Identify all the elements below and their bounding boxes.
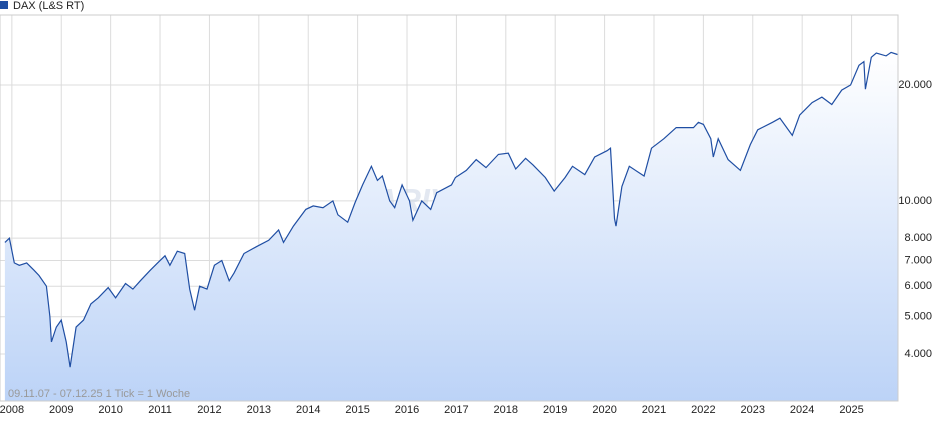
x-tick-label: 2020	[592, 404, 616, 416]
x-tick-label: 2010	[98, 404, 122, 416]
y-tick-label: 8.000	[904, 232, 932, 244]
x-tick-label: 2012	[197, 404, 221, 416]
x-tick-label: 2021	[642, 404, 666, 416]
y-tick-label: 10.000	[898, 195, 932, 207]
marks	[4, 51, 898, 402]
x-tick-label: 2019	[543, 404, 567, 416]
footnote: 09.11.07 - 07.12.25 1 Tick = 1 Woche	[8, 388, 190, 400]
x-tick-label: 2025	[839, 404, 863, 416]
x-tick-label: 2023	[741, 404, 765, 416]
y-tick-label: 4.000	[904, 348, 932, 360]
y-tick-label: 5.000	[904, 311, 932, 323]
x-tick-label: 2014	[296, 404, 320, 416]
x-tick-label: 2015	[345, 404, 369, 416]
x-tick-label: 2016	[395, 404, 419, 416]
area-fill	[4, 52, 898, 402]
y-tick-label: 6.000	[904, 280, 932, 292]
x-tick-label: 2013	[247, 404, 271, 416]
x-tick-label: 2022	[691, 404, 715, 416]
x-tick-label: 2008	[0, 404, 24, 416]
legend-swatch	[0, 1, 8, 9]
x-tick-label: 2009	[49, 404, 73, 416]
x-tick-label: 2011	[148, 404, 172, 416]
price-line	[4, 51, 898, 368]
plot-frame	[0, 14, 899, 402]
x-tick-label: 2018	[494, 404, 518, 416]
legend-label: DAX (L&S RT)	[13, 0, 84, 12]
y-tick-label: 20.000	[898, 79, 932, 91]
x-tick-label: 2024	[790, 404, 814, 416]
y-tick-label: 7.000	[904, 254, 932, 266]
x-tick-label: 2017	[444, 404, 468, 416]
